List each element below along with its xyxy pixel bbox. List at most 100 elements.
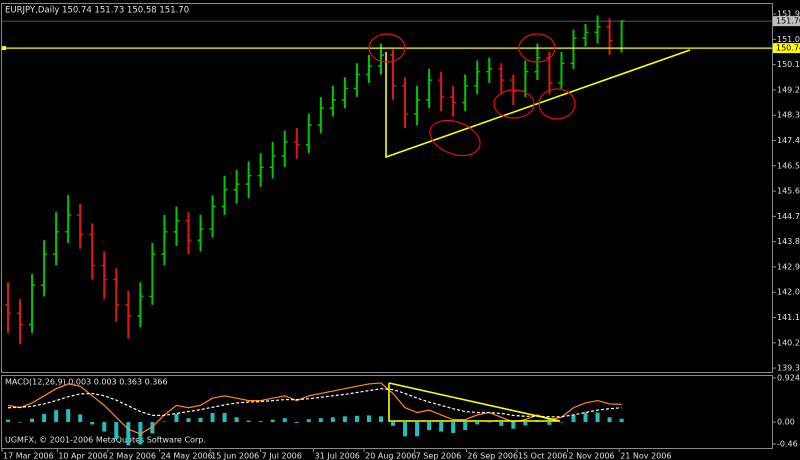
histogram-bar: [607, 417, 612, 423]
macd-panel-frame: [1, 375, 773, 449]
histogram-bar: [294, 422, 299, 423]
y-tick-label: 140.25: [777, 338, 800, 347]
macd-label: MACD(12,26,9) 0.003 0.003 0.363 0.366: [5, 378, 168, 387]
histogram-bar: [162, 421, 167, 423]
x-tick-label: 15 Jun 2006: [211, 452, 259, 460]
x-tick-label: 24 May 2006: [161, 452, 213, 460]
y-tick-label: 151.95: [777, 10, 800, 19]
y-tick-label: 143.85: [777, 237, 800, 246]
histogram-bar: [6, 419, 11, 423]
drawn-objects: [368, 33, 691, 422]
histogram-bar: [318, 418, 323, 423]
histogram-bar: [102, 422, 107, 432]
histogram-bar: [342, 416, 347, 423]
y-tick-label: 142.05: [777, 288, 800, 297]
histogram-bar: [583, 412, 588, 423]
histogram-bar: [378, 416, 383, 423]
x-tick-label: 2 Nov 2006: [568, 452, 614, 460]
macd-triangle: [388, 382, 561, 422]
histogram-bar: [487, 422, 492, 423]
x-tick-label: 31 Jul 2006: [315, 452, 360, 460]
copyright: UGMFX, © 2001-2006 MetaQuotes Software C…: [5, 436, 206, 445]
y-tick-label: 151.05: [777, 35, 800, 44]
histogram-bar: [595, 412, 600, 423]
histogram-bar: [234, 417, 239, 423]
triangle-lines: [385, 49, 691, 159]
histogram-bar: [90, 422, 95, 425]
histogram-bar: [150, 422, 155, 434]
y-tick-label: 142.95: [777, 262, 800, 271]
y-tick-label: 0.924: [777, 374, 800, 383]
histogram-bar: [475, 422, 480, 425]
chart-header: EURJPY,Daily 150.74 151.73 150.58 151.70: [5, 6, 189, 16]
histogram-bar: [42, 413, 47, 423]
x-tick-label: 10 Apr 2006: [58, 452, 107, 460]
x-tick-label: 2 May 2006: [109, 452, 156, 460]
x-tick-label: 21 Nov 2006: [620, 452, 671, 460]
price-panel-frame: [1, 3, 773, 373]
histogram-bar: [306, 419, 311, 423]
last-price-label: 151.70: [776, 17, 800, 26]
histogram-bar: [391, 422, 396, 426]
histogram-bar: [463, 422, 468, 431]
x-tick-label: 20 Aug 2006: [365, 452, 416, 460]
histogram-bar: [511, 422, 516, 429]
y-tick-label: 145.65: [777, 187, 800, 196]
histogram-bar: [619, 418, 624, 423]
histogram-bar: [439, 422, 444, 432]
y-tick-label: 144.75: [777, 212, 800, 221]
histogram-bar: [427, 422, 432, 431]
x-tick-label: 17 Mar 2006: [3, 452, 54, 460]
histogram-bar: [174, 413, 179, 423]
histogram-bar: [547, 422, 552, 425]
x-tick-label: 26 Sep 2006: [467, 452, 518, 460]
histogram-bar: [403, 422, 408, 437]
x-tick-label: 7 Sep 2006: [416, 452, 462, 460]
histogram-bar: [30, 418, 35, 423]
histogram-bar: [54, 410, 59, 423]
histogram-bar: [559, 422, 564, 423]
y-tick-label: 0.00: [777, 418, 795, 427]
y-tick-label: 150.15: [777, 60, 800, 69]
histogram-bar: [222, 412, 227, 423]
histogram-bar: [499, 422, 504, 426]
histogram-bar: [571, 414, 576, 423]
level-label: 150.74: [776, 44, 800, 53]
circle-marker: [538, 88, 576, 120]
circle-marker: [429, 119, 481, 157]
histogram-bar: [78, 414, 83, 423]
macd-line: [7, 382, 622, 435]
y-tick-label: 141.15: [777, 313, 800, 322]
level-label-box: [773, 43, 800, 54]
histogram-bar: [210, 412, 215, 423]
x-tick-label: 15 Oct 2006: [518, 452, 567, 460]
histogram-bar: [415, 422, 420, 437]
histogram: [6, 409, 624, 446]
histogram-bar: [451, 422, 456, 433]
histogram-bar: [186, 418, 191, 423]
signal-line: [7, 388, 622, 418]
histogram-bar: [126, 422, 131, 446]
circle-marker: [493, 89, 535, 119]
ohlc-bars: [5, 15, 625, 345]
histogram-bar: [198, 417, 203, 423]
histogram-bar: [523, 422, 528, 426]
y-tick-label: 147.45: [777, 136, 800, 145]
y-tick-label: 148.35: [777, 111, 800, 120]
histogram-bar: [282, 418, 287, 423]
y-tick-label: 149.25: [777, 85, 800, 94]
histogram-bar: [138, 422, 143, 445]
histogram-bar: [330, 417, 335, 423]
histogram-bar: [114, 422, 119, 440]
y-tick-label: 146.55: [777, 161, 800, 170]
histogram-bar: [66, 409, 71, 423]
y-tick-label: -0.46: [777, 439, 798, 448]
x-tick-label: 7 Jul 2006: [262, 452, 302, 460]
y-tick-label: 139.35: [777, 364, 800, 373]
circle-marker: [368, 33, 406, 63]
histogram-bar: [366, 415, 371, 423]
level-tag: [2, 46, 6, 51]
histogram-bar: [354, 415, 359, 423]
histogram-bar: [18, 422, 23, 423]
